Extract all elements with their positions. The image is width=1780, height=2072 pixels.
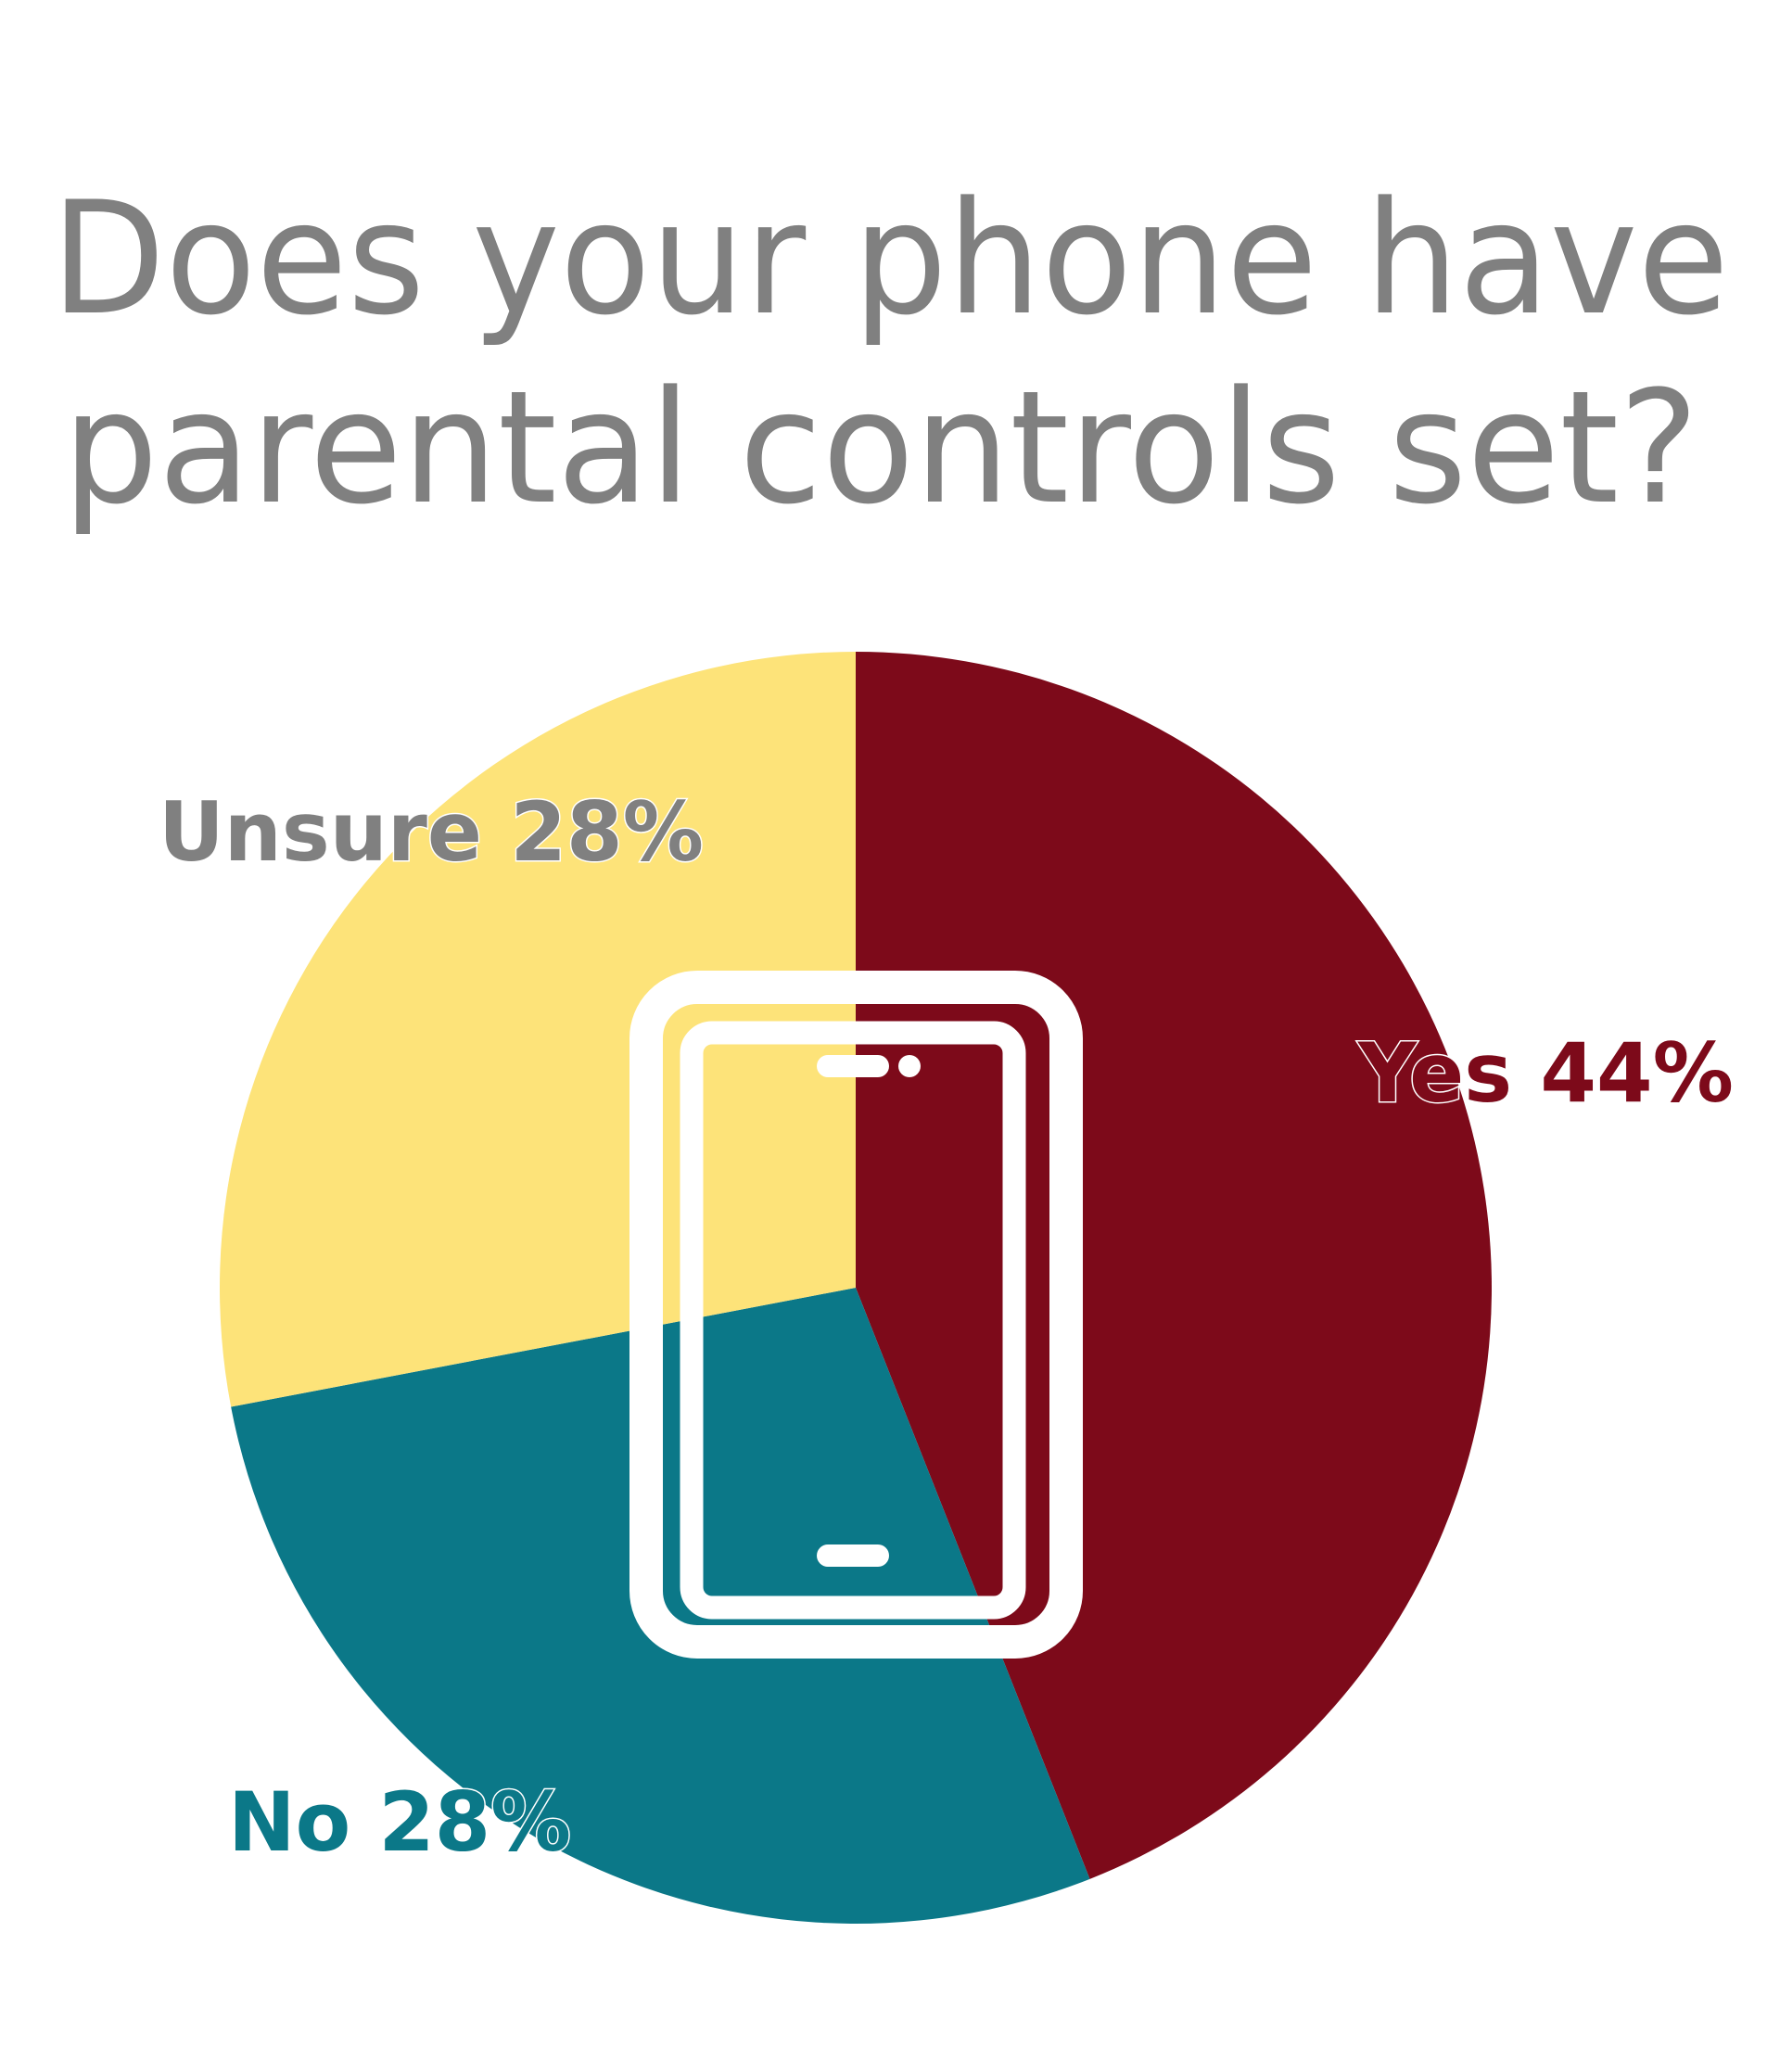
slice-label-no: No 28% (228, 1774, 571, 1870)
smartphone-icon (629, 971, 1083, 1659)
slice-label-unsure: Unsure 28% (159, 784, 704, 880)
chart-title-line-1: Does your phone have (51, 168, 1729, 350)
chart-title-line-2: parental controls set? (63, 357, 1699, 539)
slice-label-yes: Yes 44% (1357, 1025, 1734, 1121)
